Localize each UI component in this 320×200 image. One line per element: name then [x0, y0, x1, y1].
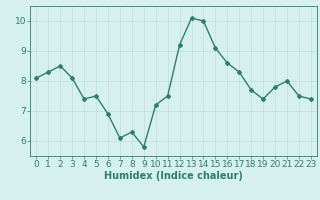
- X-axis label: Humidex (Indice chaleur): Humidex (Indice chaleur): [104, 171, 243, 181]
